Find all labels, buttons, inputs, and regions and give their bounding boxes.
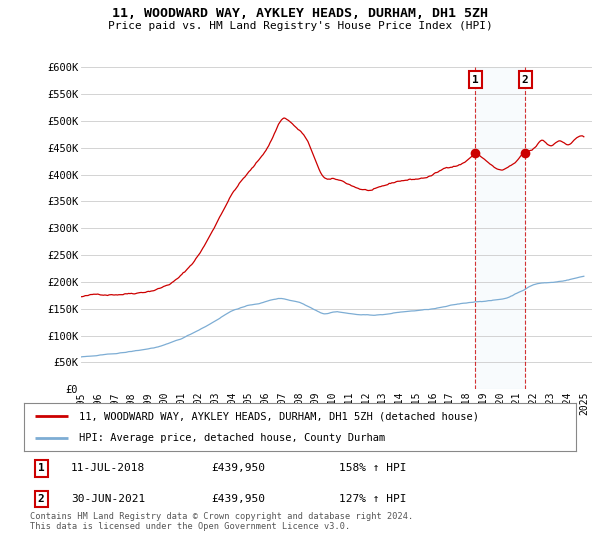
Text: Contains HM Land Registry data © Crown copyright and database right 2024.
This d: Contains HM Land Registry data © Crown c… xyxy=(29,512,413,531)
Text: 11, WOODWARD WAY, AYKLEY HEADS, DURHAM, DH1 5ZH: 11, WOODWARD WAY, AYKLEY HEADS, DURHAM, … xyxy=(112,7,488,20)
Text: £439,950: £439,950 xyxy=(212,494,266,504)
Text: 1: 1 xyxy=(472,74,479,85)
Text: 11-JUL-2018: 11-JUL-2018 xyxy=(71,464,145,474)
Text: 11, WOODWARD WAY, AYKLEY HEADS, DURHAM, DH1 5ZH (detached house): 11, WOODWARD WAY, AYKLEY HEADS, DURHAM, … xyxy=(79,411,479,421)
Text: HPI: Average price, detached house, County Durham: HPI: Average price, detached house, Coun… xyxy=(79,433,385,443)
Text: 30-JUN-2021: 30-JUN-2021 xyxy=(71,494,145,504)
Text: 127% ↑ HPI: 127% ↑ HPI xyxy=(338,494,406,504)
Text: 1: 1 xyxy=(38,464,44,474)
Text: £439,950: £439,950 xyxy=(212,464,266,474)
Bar xyxy=(475,67,525,389)
Text: Price paid vs. HM Land Registry's House Price Index (HPI): Price paid vs. HM Land Registry's House … xyxy=(107,21,493,31)
Text: 158% ↑ HPI: 158% ↑ HPI xyxy=(338,464,406,474)
Text: 2: 2 xyxy=(522,74,529,85)
Text: 2: 2 xyxy=(38,494,44,504)
